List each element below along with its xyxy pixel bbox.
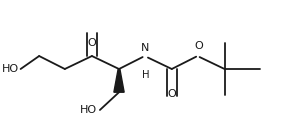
Text: O: O [167, 89, 176, 99]
Text: HO: HO [80, 105, 97, 115]
Text: HO: HO [2, 64, 19, 74]
Text: N: N [140, 43, 149, 53]
Text: O: O [88, 38, 96, 48]
Polygon shape [114, 69, 124, 92]
Text: H: H [142, 70, 150, 80]
Text: O: O [195, 41, 203, 51]
